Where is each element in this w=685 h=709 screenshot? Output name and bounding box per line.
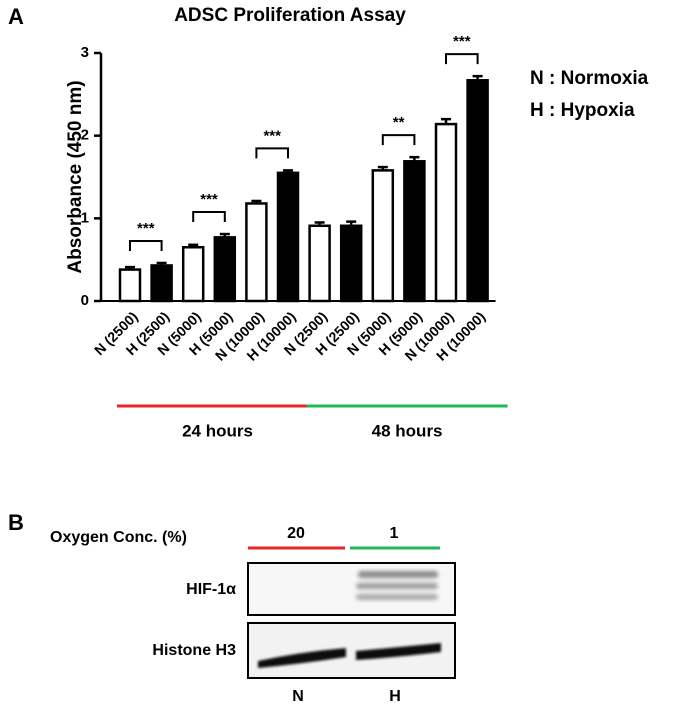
bar bbox=[466, 79, 489, 303]
bar bbox=[308, 224, 331, 303]
significance-bracket bbox=[255, 147, 289, 159]
significance-bracket bbox=[445, 53, 479, 65]
panel-label: B bbox=[8, 510, 24, 535]
legend-entry: N : Normoxia bbox=[530, 68, 649, 89]
blot-histone bbox=[247, 622, 456, 679]
bar bbox=[118, 268, 142, 303]
blot-hif bbox=[247, 562, 456, 616]
significance-label: *** bbox=[263, 127, 281, 144]
bar bbox=[181, 246, 205, 303]
bar bbox=[276, 171, 300, 303]
significance-label: *** bbox=[453, 33, 471, 50]
y-tick-label: 0 bbox=[81, 292, 89, 309]
row-label: HIF-1α bbox=[186, 581, 236, 598]
significance-bracket bbox=[381, 134, 416, 146]
lane-label: N bbox=[292, 688, 304, 705]
significance-label: *** bbox=[137, 220, 155, 237]
group-label: 24 hours bbox=[182, 421, 253, 440]
legend-entry: H : Hypoxia bbox=[530, 100, 635, 121]
row-label: Histone H3 bbox=[152, 642, 236, 659]
bar bbox=[434, 122, 458, 303]
group-label: 48 hours bbox=[372, 421, 443, 440]
bar bbox=[403, 160, 426, 303]
bar bbox=[371, 169, 395, 303]
y-tick-label: 1 bbox=[81, 209, 89, 226]
y-tick-label: 3 bbox=[81, 44, 89, 61]
bar bbox=[150, 264, 173, 303]
significance-bracket bbox=[192, 211, 226, 223]
significance-label: ** bbox=[393, 114, 405, 131]
lane-label: H bbox=[389, 688, 401, 705]
bar bbox=[213, 236, 237, 303]
y-axis-label: Absorbance (450 nm) bbox=[65, 80, 86, 273]
significance-label: *** bbox=[200, 191, 218, 208]
condition-label: Oxygen Conc. (%) bbox=[50, 529, 187, 546]
condition: 20 bbox=[287, 525, 305, 542]
panel-label: A bbox=[8, 4, 24, 29]
chart-title: ADSC Proliferation Assay bbox=[174, 5, 406, 26]
y-tick-label: 2 bbox=[81, 127, 89, 144]
bar bbox=[339, 224, 363, 303]
significance-bracket bbox=[129, 239, 163, 251]
condition: 1 bbox=[390, 525, 399, 542]
bar bbox=[245, 202, 268, 303]
